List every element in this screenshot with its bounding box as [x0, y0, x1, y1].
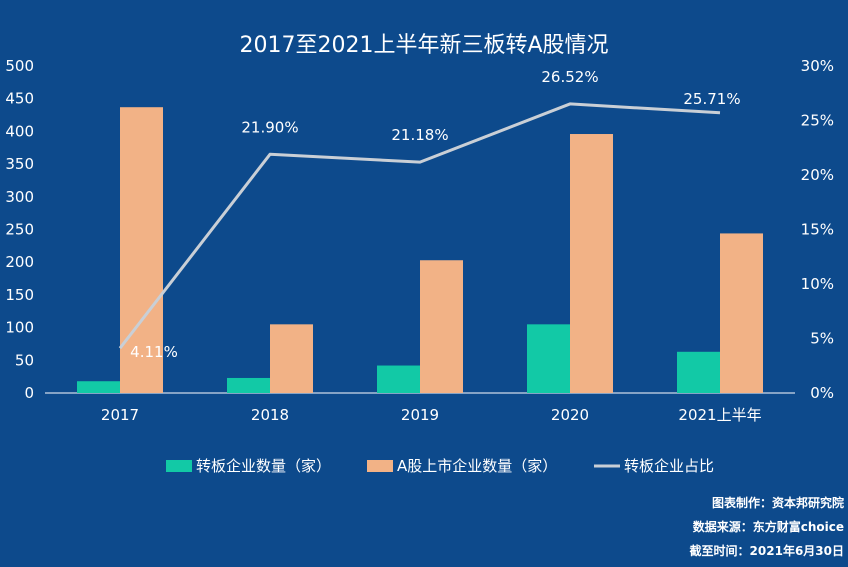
- bar-transfer: [527, 324, 570, 393]
- ratio-data-label: 21.90%: [241, 118, 298, 136]
- legend-label-ashare: A股上市企业数量（家）: [397, 457, 557, 475]
- legend: 转板企业数量（家） A股上市企业数量（家） 转板企业占比: [166, 457, 714, 475]
- ratio-data-label: 4.11%: [130, 343, 178, 361]
- y-tick-label: 50: [15, 351, 34, 369]
- y-tick-label: 300: [5, 188, 34, 206]
- y2-tick-label: 15%: [801, 221, 834, 239]
- x-category-label: 2019: [401, 406, 439, 424]
- bar-ashare: [720, 233, 763, 393]
- x-category-label: 2020: [551, 406, 589, 424]
- y2-tick-label: 30%: [801, 57, 834, 75]
- bar-ashare: [120, 107, 163, 394]
- y-tick-label: 350: [5, 155, 34, 173]
- footer-credit: 图表制作：资本邦研究院: [711, 496, 844, 510]
- bars-group: [77, 107, 763, 394]
- ratio-line: [118, 102, 721, 350]
- ratio-data-label: 21.18%: [391, 126, 448, 144]
- y2-tick-label: 0%: [810, 384, 834, 402]
- category-labels: 2017 2018 2019 2020 2021上半年: [101, 406, 762, 424]
- footer-date: 截至时间：2021年6月30日: [689, 544, 844, 558]
- y-tick-label: 0: [24, 384, 34, 402]
- y-tick-label: 100: [5, 319, 34, 337]
- y-tick-label: 450: [5, 90, 34, 108]
- chart-title: 2017至2021上半年新三板转A股情况: [239, 33, 608, 58]
- ratio-data-label: 26.52%: [541, 68, 598, 86]
- x-category-label: 2021上半年: [678, 406, 761, 424]
- bar-transfer: [677, 351, 720, 393]
- legend-label-transfer: 转板企业数量（家）: [196, 457, 331, 475]
- x-category-label: 2018: [251, 406, 289, 424]
- ratio-line-group: 4.11% 21.90% 21.18% 26.52% 25.71%: [118, 68, 741, 361]
- y2-tick-label: 5%: [810, 330, 834, 348]
- y2-tick-label: 10%: [801, 275, 834, 293]
- x-category-label: 2017: [101, 406, 139, 424]
- y-tick-label: 500: [5, 57, 34, 75]
- bar-ashare: [420, 260, 463, 393]
- y-tick-label: 150: [5, 286, 34, 304]
- footer-source: 数据来源：东方财富choice: [692, 520, 844, 534]
- right-axis-ticks: 0% 5% 10% 15% 20% 25% 30%: [801, 57, 834, 402]
- ratio-data-label: 25.71%: [683, 90, 740, 108]
- y-tick-label: 200: [5, 253, 34, 271]
- y-tick-label: 250: [5, 221, 34, 239]
- legend-label-ratio: 转板企业占比: [624, 457, 714, 475]
- bar-ashare: [270, 324, 313, 393]
- legend-swatch-ashare: [367, 460, 393, 472]
- y2-tick-label: 20%: [801, 166, 834, 184]
- y-tick-label: 400: [5, 122, 34, 140]
- y2-tick-label: 25%: [801, 112, 834, 130]
- bar-transfer: [377, 365, 420, 393]
- legend-swatch-transfer: [166, 460, 192, 472]
- bar-ashare: [570, 134, 613, 394]
- bar-transfer: [227, 377, 270, 393]
- left-axis-ticks: 0 50 100 150 200 250 300 350 400 450 500: [5, 57, 34, 402]
- bar-transfer: [77, 381, 120, 393]
